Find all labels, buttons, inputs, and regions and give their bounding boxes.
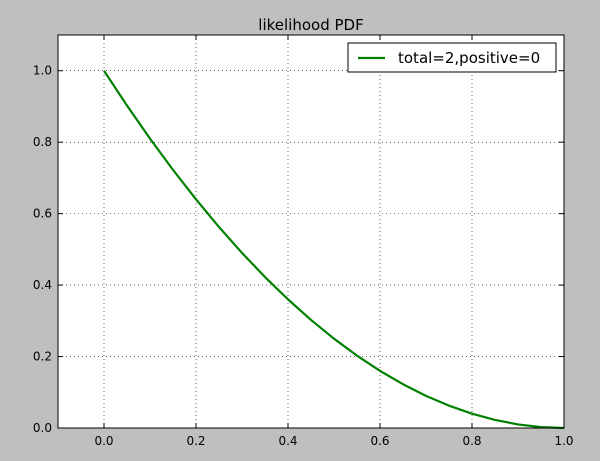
y-tick-label: 0.6 bbox=[33, 207, 52, 221]
x-tick-label: 0.8 bbox=[462, 434, 481, 448]
legend-label: total=2,positive=0 bbox=[398, 49, 540, 67]
axis-ticks: 0.0 0.2 0.4 0.6 0.8 1.0 0.0 0.2 0.4 0.6 0.8 1.0 bbox=[33, 35, 574, 448]
y-tick-label: 0.4 bbox=[33, 278, 52, 292]
legend: total=2,positive=0 bbox=[347, 42, 557, 73]
y-tick-label: 0.8 bbox=[33, 135, 52, 149]
x-tick-label: 1.0 bbox=[554, 434, 573, 448]
x-tick-label: 0.2 bbox=[186, 434, 205, 448]
series-layer bbox=[103, 70, 565, 430]
y-tick-label: 0.0 bbox=[33, 421, 52, 435]
y-tick-label: 0.2 bbox=[33, 350, 52, 364]
x-tick-label: 0.6 bbox=[370, 434, 389, 448]
plot-area bbox=[58, 35, 564, 428]
x-tick-label: 0.0 bbox=[94, 434, 113, 448]
x-tick-label: 0.4 bbox=[278, 434, 297, 448]
plot-frame bbox=[57, 34, 565, 429]
series-line bbox=[103, 70, 565, 430]
y-tick-label: 1.0 bbox=[33, 64, 52, 78]
chart-title: likelihood PDF bbox=[258, 16, 363, 34]
